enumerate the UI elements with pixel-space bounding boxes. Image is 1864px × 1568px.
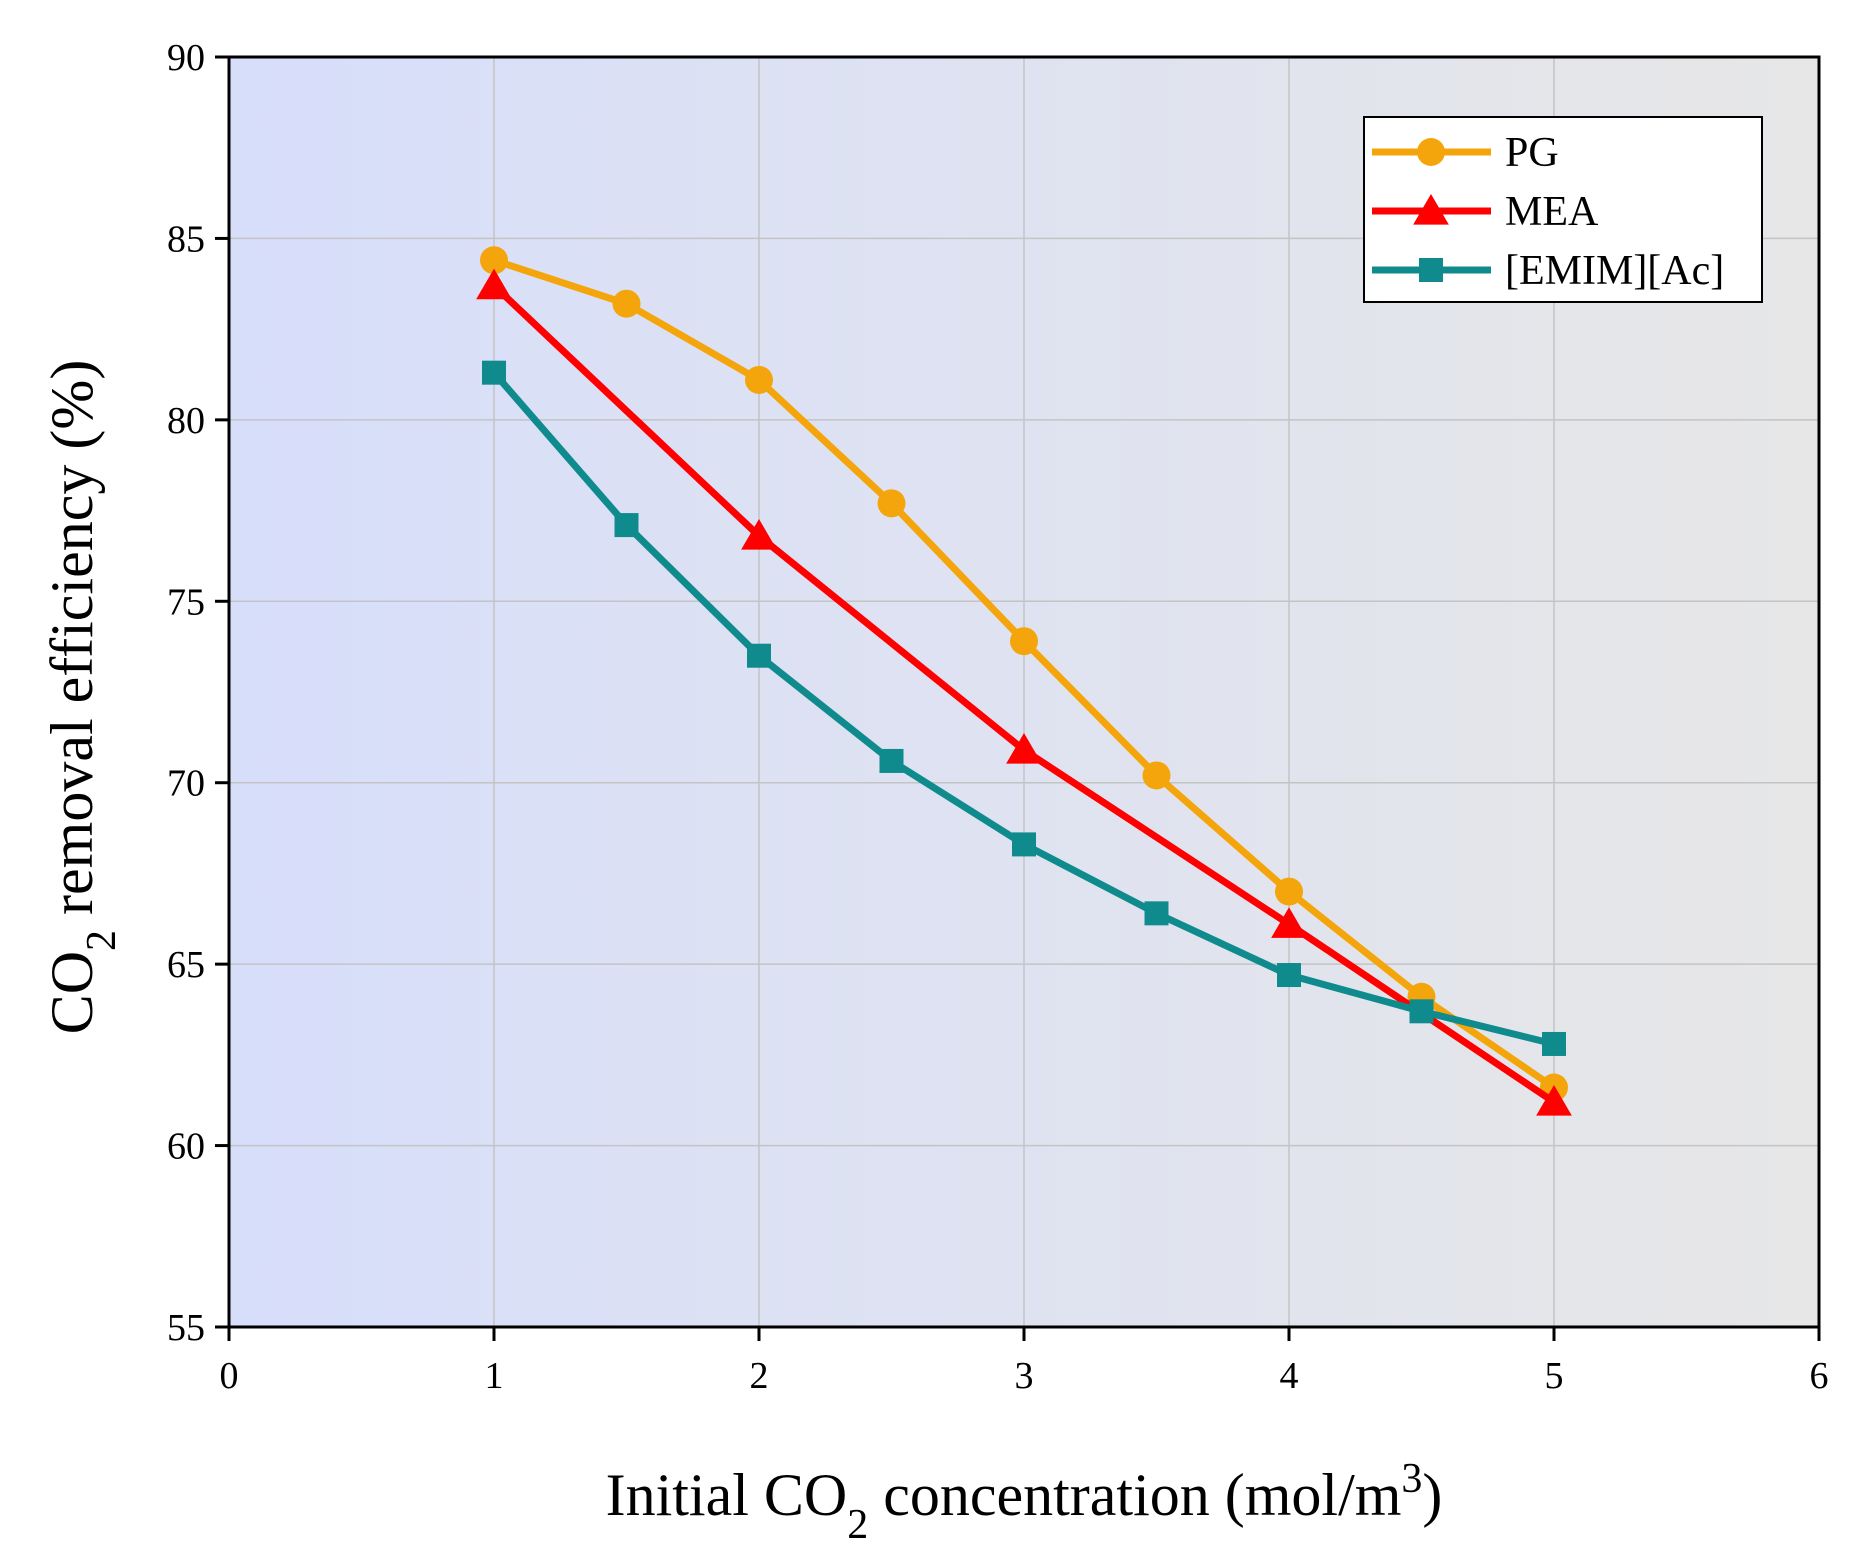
x-tick-label: 3: [1015, 1355, 1034, 1397]
y-tick-label: 60: [167, 1126, 205, 1168]
data-point: [480, 246, 508, 275]
legend-label: PG: [1505, 130, 1559, 176]
data-point: [1409, 999, 1434, 1024]
y-axis-title: CO2 removal efficiency (%): [39, 360, 125, 1035]
data-point: [1277, 963, 1301, 988]
x-title-suffix: ): [1422, 1462, 1442, 1528]
data-point: [747, 643, 771, 668]
legend-label: MEA: [1505, 189, 1599, 235]
series-pg: [480, 246, 1568, 1102]
x-title-prefix: Initial CO: [606, 1462, 848, 1528]
x-tick-label: 5: [1545, 1355, 1564, 1397]
y-title-sub: 2: [79, 930, 125, 951]
x-title-sup: 3: [1401, 1456, 1422, 1502]
legend-marker: [1419, 258, 1443, 282]
x-title-middle: concentration (mol/m: [868, 1462, 1401, 1528]
data-point: [1536, 1085, 1572, 1116]
data-point: [1142, 761, 1171, 790]
data-point: [476, 268, 512, 300]
y-tick-label: 70: [167, 763, 205, 805]
x-title-sub: 2: [847, 1502, 868, 1548]
data-point: [614, 513, 639, 538]
legend-item: PG: [1372, 130, 1559, 176]
y-title-prefix: CO: [39, 951, 105, 1034]
data-point: [1542, 1031, 1566, 1056]
series-emim-ac: [482, 360, 1566, 1056]
y-tick-label: 85: [167, 218, 205, 260]
x-tick-label: 6: [1810, 1355, 1829, 1397]
y-title-suffix: removal efficiency (%): [39, 360, 105, 930]
data-point: [1012, 832, 1036, 857]
data-point: [877, 489, 906, 518]
axis-titles: Initial CO2 concentration (mol/m3) CO2 r…: [39, 360, 1442, 1548]
x-axis-title: Initial CO2 concentration (mol/m3): [606, 1456, 1443, 1548]
legend-marker: [1417, 138, 1445, 166]
y-tick-label: 90: [167, 37, 205, 79]
y-tick-label: 80: [167, 400, 205, 442]
legend-item: [EMIM][Ac]: [1372, 248, 1724, 294]
legend-item: MEA: [1372, 189, 1599, 235]
data-point: [1144, 901, 1169, 926]
y-tick-label: 65: [167, 944, 205, 986]
legend-marker: [1413, 194, 1449, 225]
y-tick-label: 55: [167, 1307, 205, 1349]
data-point: [612, 289, 641, 318]
legend-label: [EMIM][Ac]: [1505, 248, 1724, 294]
data-point: [741, 518, 777, 550]
x-tick-label: 4: [1280, 1355, 1299, 1397]
x-tick-label: 0: [220, 1355, 239, 1397]
data-point: [879, 748, 904, 773]
data-point: [482, 360, 506, 385]
y-tick-label: 75: [167, 581, 205, 623]
data-point: [745, 365, 773, 394]
series-mea: [476, 268, 1572, 1116]
data-point: [1006, 733, 1042, 764]
data-point: [1271, 907, 1307, 938]
data-point: [1010, 627, 1038, 656]
series-layer: [476, 246, 1572, 1116]
axis-ticks: 0 1 2 3 4 5 6 55 60 65 70 75 80 85 90: [167, 37, 1829, 1397]
x-tick-label: 1: [485, 1355, 504, 1397]
x-tick-label: 2: [750, 1355, 769, 1397]
data-point: [1275, 877, 1303, 906]
legend: PG MEA [EMIM][Ac]: [1363, 116, 1763, 303]
